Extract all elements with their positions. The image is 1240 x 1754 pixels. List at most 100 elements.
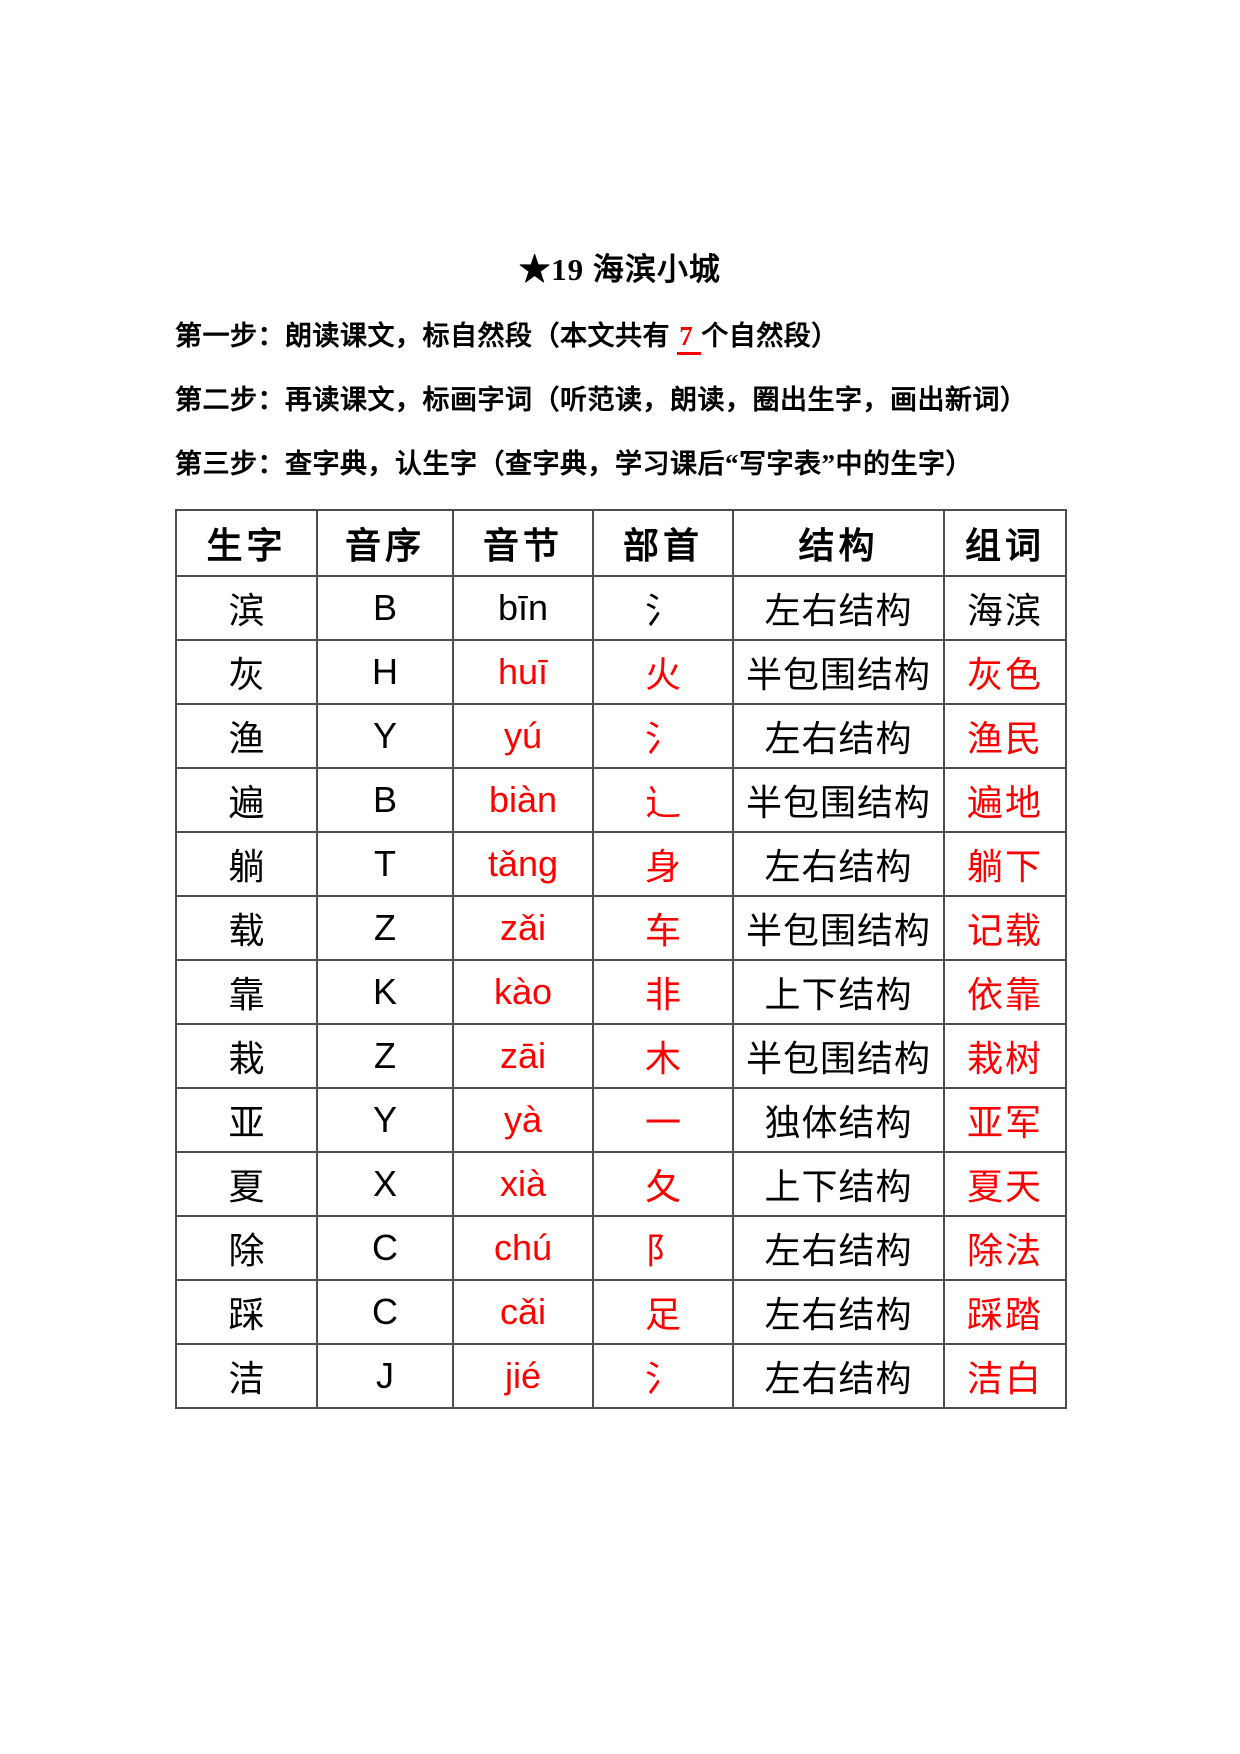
- step-2: 第二步：再读课文，标画字词（听范读，朗读，圈出生字，画出新词）: [175, 385, 1028, 415]
- cell-radical: 阝: [592, 1215, 734, 1281]
- cell-new-character: 亚: [175, 1087, 318, 1153]
- cell-structure: 半包围结构: [732, 1023, 945, 1089]
- cell-word: 洁白: [943, 1343, 1067, 1409]
- table-row: 遍 B biàn 辶 半包围结构 遍地: [175, 767, 1067, 833]
- cell-alphabetic-initial: Y: [316, 703, 454, 769]
- cell-word: 记载: [943, 895, 1067, 961]
- table-row: 滨 B bīn 氵 左右结构 海滨: [175, 575, 1067, 641]
- cell-alphabetic-initial: X: [316, 1151, 454, 1217]
- cell-alphabetic-initial: Z: [316, 895, 454, 961]
- table-row: 靠 K kào 非 上下结构 依靠: [175, 959, 1067, 1025]
- cell-structure: 上下结构: [732, 1151, 945, 1217]
- header-syllable: 音节: [452, 509, 594, 577]
- cell-new-character: 遍: [175, 767, 318, 833]
- cell-alphabetic-initial: H: [316, 639, 454, 705]
- cell-new-character: 灰: [175, 639, 318, 705]
- cell-structure: 左右结构: [732, 1215, 945, 1281]
- character-table: 生字 音序 音节 部首 结构 组词 滨 B bīn 氵 左右结构 海滨 灰 H …: [175, 509, 1067, 1409]
- cell-new-character: 躺: [175, 831, 318, 897]
- cell-syllable: xià: [452, 1151, 594, 1217]
- table-row: 夏 X xià 夂 上下结构 夏天: [175, 1151, 1067, 1217]
- step-1-text-start: 第一步：朗读课文，标自然段（本文共有: [175, 321, 678, 351]
- cell-radical: 氵: [592, 1343, 734, 1409]
- cell-structure: 左右结构: [732, 831, 945, 897]
- cell-radical: 身: [592, 831, 734, 897]
- cell-syllable: zǎi: [452, 895, 594, 961]
- cell-structure: 左右结构: [732, 1279, 945, 1345]
- table-row: 除 C chú 阝 左右结构 除法: [175, 1215, 1067, 1281]
- cell-word: 渔民: [943, 703, 1067, 769]
- header-radical: 部首: [592, 509, 734, 577]
- lesson-title: ★19 海滨小城: [519, 252, 721, 287]
- cell-alphabetic-initial: C: [316, 1215, 454, 1281]
- cell-new-character: 栽: [175, 1023, 318, 1089]
- cell-new-character: 踩: [175, 1279, 318, 1345]
- cell-new-character: 洁: [175, 1343, 318, 1409]
- cell-alphabetic-initial: Y: [316, 1087, 454, 1153]
- table-row: 渔 Y yú 氵 左右结构 渔民: [175, 703, 1067, 769]
- cell-word: 遍地: [943, 767, 1067, 833]
- cell-syllable: tǎng: [452, 831, 594, 897]
- cell-word: 栽树: [943, 1023, 1067, 1089]
- cell-radical: 夂: [592, 1151, 734, 1217]
- cell-syllable: biàn: [452, 767, 594, 833]
- cell-word: 除法: [943, 1215, 1067, 1281]
- cell-radical: 足: [592, 1279, 734, 1345]
- cell-word: 踩踏: [943, 1279, 1067, 1345]
- cell-syllable: cǎi: [452, 1279, 594, 1345]
- header-structure: 结构: [732, 509, 945, 577]
- cell-new-character: 滨: [175, 575, 318, 641]
- cell-alphabetic-initial: T: [316, 831, 454, 897]
- step-1-text-end: 个自然段）: [701, 321, 839, 351]
- cell-radical: 一: [592, 1087, 734, 1153]
- header-new-character: 生字: [175, 509, 318, 577]
- cell-alphabetic-initial: C: [316, 1279, 454, 1345]
- cell-structure: 独体结构: [732, 1087, 945, 1153]
- paragraph-count: 7: [677, 321, 702, 355]
- cell-radical: 车: [592, 895, 734, 961]
- cell-word: 躺下: [943, 831, 1067, 897]
- table-row: 载 Z zǎi 车 半包围结构 记载: [175, 895, 1067, 961]
- cell-alphabetic-initial: J: [316, 1343, 454, 1409]
- cell-alphabetic-initial: B: [316, 575, 454, 641]
- cell-word: 灰色: [943, 639, 1067, 705]
- cell-syllable: zāi: [452, 1023, 594, 1089]
- cell-syllable: yà: [452, 1087, 594, 1153]
- cell-structure: 左右结构: [732, 703, 945, 769]
- cell-syllable: yú: [452, 703, 594, 769]
- cell-structure: 半包围结构: [732, 639, 945, 705]
- character-table-body: 滨 B bīn 氵 左右结构 海滨 灰 H huī 火 半包围结构 灰色 渔 Y…: [175, 575, 1067, 1409]
- cell-syllable: chú: [452, 1215, 594, 1281]
- cell-syllable: huī: [452, 639, 594, 705]
- step-3: 第三步：查字典，认生字（查字典，学习课后“写字表”中的生字）: [175, 449, 973, 479]
- table-row: 栽 Z zāi 木 半包围结构 栽树: [175, 1023, 1067, 1089]
- table-row: 亚 Y yà 一 独体结构 亚军: [175, 1087, 1067, 1153]
- cell-structure: 半包围结构: [732, 895, 945, 961]
- cell-word: 亚军: [943, 1087, 1067, 1153]
- cell-radical: 氵: [592, 703, 734, 769]
- cell-structure: 半包围结构: [732, 767, 945, 833]
- cell-syllable: kào: [452, 959, 594, 1025]
- cell-structure: 左右结构: [732, 1343, 945, 1409]
- table-header-row: 生字 音序 音节 部首 结构 组词: [175, 509, 1067, 577]
- cell-word: 夏天: [943, 1151, 1067, 1217]
- cell-new-character: 渔: [175, 703, 318, 769]
- cell-syllable: jié: [452, 1343, 594, 1409]
- cell-alphabetic-initial: K: [316, 959, 454, 1025]
- header-alphabetic-initial: 音序: [316, 509, 454, 577]
- header-word: 组词: [943, 509, 1067, 577]
- cell-syllable: bīn: [452, 575, 594, 641]
- cell-new-character: 夏: [175, 1151, 318, 1217]
- cell-radical: 非: [592, 959, 734, 1025]
- cell-radical: 氵: [592, 575, 734, 641]
- step-1: 第一步：朗读课文，标自然段（本文共有 7 个自然段）: [175, 321, 1065, 355]
- table-row: 洁 J jié 氵 左右结构 洁白: [175, 1343, 1067, 1409]
- table-row: 灰 H huī 火 半包围结构 灰色: [175, 639, 1067, 705]
- cell-new-character: 载: [175, 895, 318, 961]
- cell-radical: 火: [592, 639, 734, 705]
- cell-radical: 木: [592, 1023, 734, 1089]
- cell-new-character: 靠: [175, 959, 318, 1025]
- table-row: 踩 C cǎi 足 左右结构 踩踏: [175, 1279, 1067, 1345]
- cell-word: 依靠: [943, 959, 1067, 1025]
- cell-word: 海滨: [943, 575, 1067, 641]
